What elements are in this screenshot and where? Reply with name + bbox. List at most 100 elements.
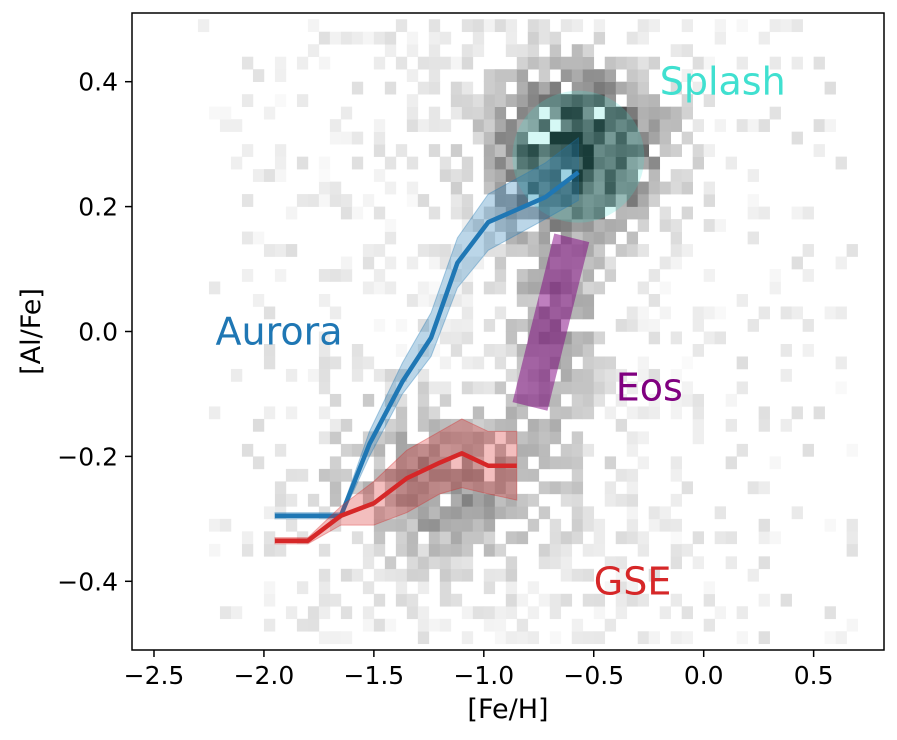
histogram-bin bbox=[285, 206, 298, 220]
histogram-bin bbox=[450, 269, 463, 282]
histogram-bin bbox=[461, 19, 474, 33]
histogram-bin bbox=[692, 531, 704, 545]
histogram-bin bbox=[615, 556, 628, 570]
histogram-bin bbox=[571, 94, 584, 107]
histogram-bin bbox=[527, 56, 540, 70]
histogram-bin bbox=[538, 144, 551, 157]
histogram-bin bbox=[417, 456, 430, 470]
histogram-bin bbox=[450, 319, 463, 332]
histogram-bin bbox=[483, 131, 496, 145]
histogram-bin bbox=[593, 131, 606, 145]
histogram-bin bbox=[384, 468, 397, 482]
histogram-bin bbox=[417, 468, 430, 482]
histogram-bin bbox=[494, 606, 507, 620]
histogram-bin bbox=[560, 443, 573, 457]
histogram-bin bbox=[318, 406, 331, 420]
histogram-bin bbox=[307, 493, 320, 507]
histogram-bin bbox=[516, 131, 529, 145]
histogram-bin bbox=[241, 543, 254, 557]
histogram-bin bbox=[351, 156, 364, 170]
histogram-bin bbox=[516, 181, 529, 195]
histogram-bin bbox=[648, 331, 661, 345]
histogram-bin bbox=[252, 69, 265, 82]
histogram-bin bbox=[417, 618, 430, 632]
histogram-bin bbox=[670, 144, 683, 157]
histogram-bin bbox=[747, 194, 759, 207]
histogram-bin bbox=[582, 294, 595, 307]
histogram-bin bbox=[681, 44, 694, 58]
histogram-bin bbox=[516, 531, 529, 545]
histogram-bin bbox=[692, 343, 704, 357]
histogram-bin bbox=[571, 219, 584, 232]
histogram-bin bbox=[505, 568, 518, 582]
histogram-bin bbox=[593, 256, 606, 270]
histogram-bin bbox=[307, 368, 320, 382]
histogram-bin bbox=[582, 406, 595, 420]
histogram-bin bbox=[516, 69, 529, 82]
histogram-bin bbox=[780, 418, 792, 432]
histogram-bin bbox=[549, 219, 562, 232]
histogram-bin bbox=[351, 443, 364, 457]
histogram-bin bbox=[494, 256, 507, 270]
histogram-bin bbox=[681, 381, 694, 395]
histogram-bin bbox=[626, 131, 639, 145]
histogram-bin bbox=[439, 169, 452, 182]
histogram-bin bbox=[241, 531, 254, 545]
histogram-bin bbox=[439, 31, 452, 45]
histogram-bin bbox=[758, 31, 770, 45]
histogram-bin bbox=[626, 518, 639, 532]
histogram-bin bbox=[538, 156, 551, 170]
histogram-bin bbox=[329, 181, 342, 195]
histogram-bin bbox=[549, 381, 562, 395]
histogram-bin bbox=[340, 131, 353, 145]
histogram-bin bbox=[626, 319, 639, 332]
histogram-bin bbox=[626, 181, 639, 195]
histogram-bin bbox=[417, 418, 430, 432]
histogram-bin bbox=[615, 531, 628, 545]
histogram-bin bbox=[450, 244, 463, 257]
histogram-bin bbox=[340, 443, 353, 457]
histogram-bin bbox=[505, 468, 518, 482]
histogram-bin bbox=[835, 356, 847, 370]
histogram-bin bbox=[615, 81, 628, 95]
histogram-bin bbox=[747, 568, 759, 582]
histogram-bin bbox=[692, 319, 704, 332]
histogram-bin bbox=[285, 368, 298, 382]
histogram-bin bbox=[626, 206, 639, 220]
histogram-bin bbox=[769, 106, 781, 120]
histogram-bin bbox=[472, 119, 485, 132]
histogram-bin bbox=[604, 119, 617, 132]
histogram-bin bbox=[571, 631, 584, 645]
histogram-bin bbox=[571, 106, 584, 120]
histogram-bin bbox=[593, 169, 606, 182]
histogram-bin bbox=[780, 306, 792, 320]
histogram-bin bbox=[351, 131, 364, 145]
histogram-bin bbox=[274, 94, 287, 107]
histogram-bin bbox=[516, 618, 529, 632]
histogram-bin bbox=[538, 194, 551, 207]
histogram-bin bbox=[725, 393, 737, 407]
histogram-bin bbox=[637, 431, 650, 445]
histogram-bin bbox=[560, 19, 573, 33]
x-tick-label: −2.0 bbox=[234, 661, 295, 690]
histogram-bin bbox=[461, 294, 474, 307]
histogram-bin bbox=[560, 194, 573, 207]
histogram-bin bbox=[791, 131, 803, 145]
histogram-bin bbox=[604, 618, 617, 632]
histogram-bin bbox=[725, 156, 737, 170]
histogram-bin bbox=[549, 518, 562, 532]
histogram-bin bbox=[593, 593, 606, 607]
histogram-bin bbox=[461, 468, 474, 482]
histogram-bin bbox=[329, 631, 342, 645]
histogram-bin bbox=[670, 44, 683, 58]
histogram-bin bbox=[593, 219, 606, 232]
histogram-bin bbox=[417, 56, 430, 70]
histogram-bin bbox=[571, 294, 584, 307]
histogram-bin bbox=[516, 144, 529, 157]
histogram-bin bbox=[659, 506, 672, 520]
histogram-bin bbox=[549, 156, 562, 170]
histogram-bin bbox=[802, 206, 814, 220]
histogram-bin bbox=[461, 256, 474, 270]
histogram-bin bbox=[428, 343, 441, 357]
histogram-bin bbox=[318, 368, 331, 382]
